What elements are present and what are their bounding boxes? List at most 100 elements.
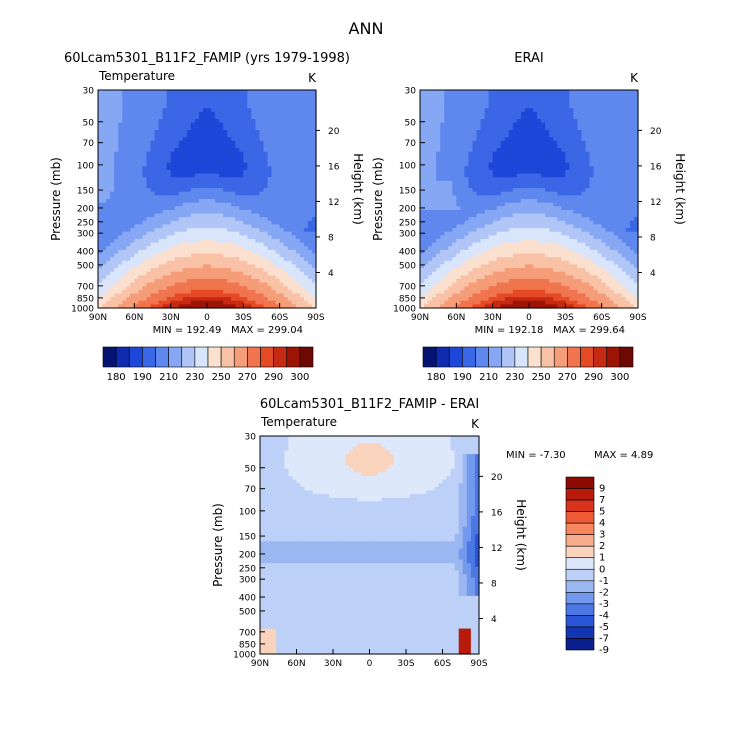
contour-cell <box>138 231 144 236</box>
contour-cell <box>271 129 277 135</box>
contour-cell <box>524 129 530 135</box>
contour-cell <box>207 195 212 200</box>
contour-cell <box>307 184 313 189</box>
contour-cell <box>114 304 119 309</box>
contour-cell <box>142 300 148 305</box>
contour-cell <box>432 159 437 164</box>
contour-cell <box>170 115 176 120</box>
contour-cell <box>227 297 232 302</box>
contour-cell <box>158 228 164 233</box>
contour-cell <box>150 271 156 276</box>
contour-cell <box>520 162 526 167</box>
contour-cell <box>464 162 470 167</box>
contour-cell <box>295 257 301 262</box>
contour-cell <box>476 286 482 291</box>
contour-cell <box>259 169 265 175</box>
contour-cell <box>275 286 281 291</box>
x-tick-label: 0 <box>204 313 210 323</box>
contour-cell <box>275 238 281 244</box>
contour-cell <box>472 282 478 287</box>
contour-cell <box>134 293 139 298</box>
contour-cell <box>464 137 470 142</box>
contour-cell <box>295 286 301 291</box>
contour-cell <box>529 140 534 146</box>
contour-cell <box>154 144 160 149</box>
contour-cell <box>428 195 433 200</box>
contour-cell <box>529 199 534 204</box>
y-tick-label: 500 <box>77 261 94 271</box>
contour-cell <box>500 268 506 273</box>
contour-cell <box>311 235 317 240</box>
contour-cell <box>170 97 176 102</box>
contour-cell <box>299 115 305 120</box>
contour-cell <box>492 271 498 276</box>
contour-cell <box>182 100 188 106</box>
contour-cell <box>255 126 261 131</box>
contour-cell <box>170 213 176 218</box>
contour-cell <box>263 151 269 156</box>
contour-cell <box>311 126 317 131</box>
contour-cell <box>291 206 297 211</box>
contour-cell <box>251 242 257 247</box>
contour-cell <box>146 151 152 156</box>
contour-cell <box>219 133 224 138</box>
contour-cell <box>194 271 200 276</box>
contour-cell <box>142 148 148 153</box>
contour-cell <box>303 169 309 175</box>
contour-cell <box>279 213 285 218</box>
contour-cell <box>516 242 522 247</box>
contour-cell <box>231 100 236 106</box>
contour-cell <box>215 144 220 149</box>
contour-cell <box>263 202 269 207</box>
contour-cell <box>198 155 204 160</box>
contour-cell <box>283 119 289 124</box>
contour-cell <box>444 286 449 291</box>
contour-cell <box>219 286 224 291</box>
contour-cell <box>279 195 285 200</box>
contour-cell <box>194 111 200 117</box>
contour-cell <box>239 115 244 120</box>
contour-cell <box>154 177 160 182</box>
contour-cell <box>428 108 433 113</box>
contour-cell <box>202 220 208 226</box>
contour-cell <box>283 213 289 218</box>
contour-cell <box>231 293 236 298</box>
contour-cell <box>98 300 103 305</box>
contour-cell <box>243 220 248 226</box>
contour-cell <box>508 126 514 131</box>
contour-cell <box>130 100 135 106</box>
contour-cell <box>211 166 216 171</box>
contour-cell <box>287 275 293 280</box>
contour-cell <box>190 286 196 291</box>
contour-cell <box>529 297 534 302</box>
contour-cell <box>170 217 176 222</box>
contour-cell <box>174 271 180 276</box>
contour-cell <box>291 246 297 251</box>
contour-cell <box>303 195 309 200</box>
contour-cell <box>440 264 445 269</box>
contour-cell <box>126 286 131 291</box>
contour-cell <box>178 228 184 233</box>
contour-cell <box>307 177 313 182</box>
contour-cell <box>464 217 470 222</box>
contour-cell <box>448 238 453 244</box>
contour-cell <box>436 108 441 113</box>
contour-cell <box>162 122 168 127</box>
contour-cell <box>110 195 115 200</box>
contour-cell <box>202 122 208 127</box>
contour-cell <box>275 111 281 117</box>
contour-cell <box>295 177 301 182</box>
contour-cell <box>279 286 285 291</box>
contour-cell <box>424 159 429 164</box>
contour-cell <box>178 278 184 284</box>
contour-cell <box>243 100 248 106</box>
contour-cell <box>512 300 518 305</box>
contour-cell <box>303 111 309 117</box>
contour-cell <box>219 260 224 265</box>
contour-cell <box>452 184 457 189</box>
contour-cell <box>255 231 261 236</box>
contour-cell <box>174 173 180 178</box>
contour-cell <box>235 133 240 138</box>
contour-cell <box>472 206 478 211</box>
contour-cell <box>267 126 273 131</box>
